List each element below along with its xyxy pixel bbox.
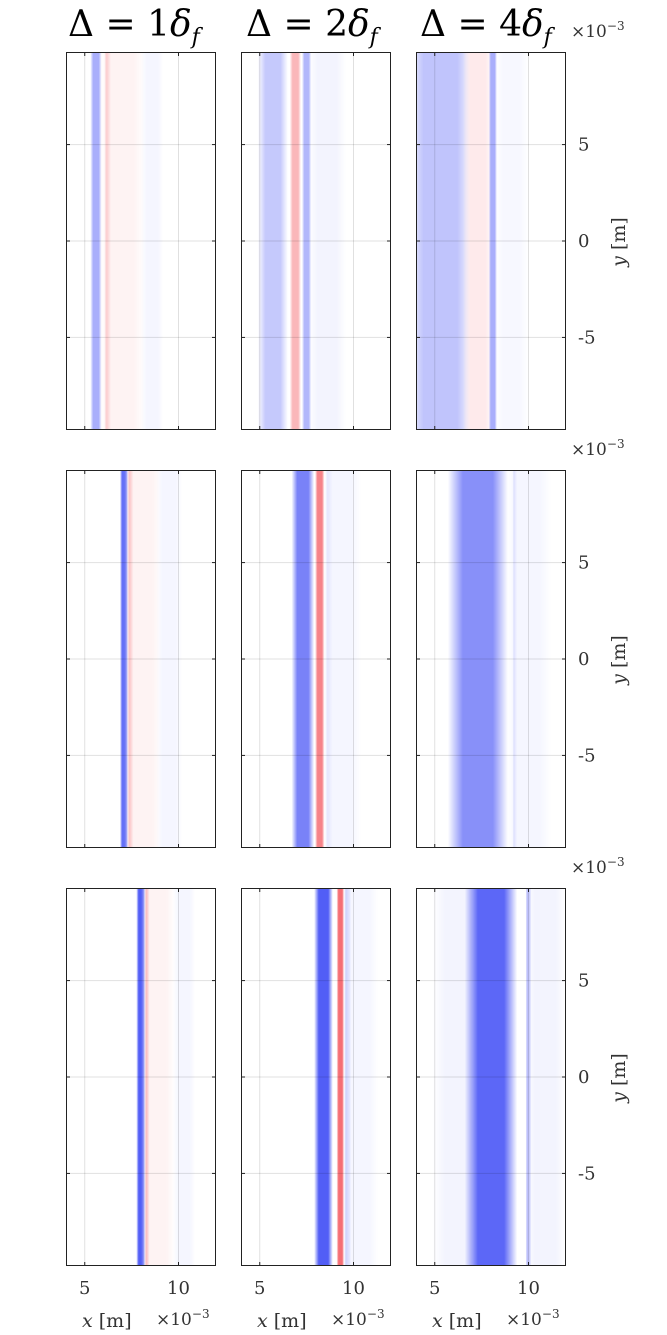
x-axis-label-col-2: x [m] [257,1310,307,1332]
x-axis-label-col-3: x [m] [432,1310,482,1332]
panel-r3-c1: 5 10 [66,888,216,1299]
x-tick-label: 10 [167,1278,190,1299]
y-axis-label-row-2: y [m] [608,635,630,686]
band-positive [315,470,325,848]
x-multiplier-col-3: ×10−3 [506,1307,560,1330]
band-positive [462,52,493,430]
band-negative [291,470,315,848]
x-tick-label: 10 [342,1278,365,1299]
y-tick-label: 0 [578,231,589,252]
band-negative [141,52,164,430]
x-axis-label-col-1: x [m] [82,1310,132,1332]
y-tick-label: 5 [578,553,589,574]
band-positive [99,52,145,430]
y-multiplier-row-1: ×10−3 [571,19,625,42]
column-title-1: Δ = 1δf [68,4,204,50]
y-tick-label: 5 [578,971,589,992]
panel-r2-c2 [241,470,391,848]
panel-r2-c1 [66,470,216,848]
panel-grid: 5 0 -5 5 0 -5 5 10 5 10 5 0 -5 5 10 [66,52,596,1299]
column-title-3: Δ = 4δf [420,4,556,50]
band-negative [506,470,551,848]
y-multiplier-row-3: ×10−3 [571,855,625,878]
panel-r3-c3: 5 0 -5 5 10 [416,888,596,1299]
band-negative [90,52,102,430]
x-tick-label: 5 [254,1278,265,1299]
band-negative [308,52,346,430]
band-negative [257,52,288,430]
panel-r3-c2: 5 10 [241,888,391,1299]
panel-r1-c3: 5 0 -5 [416,52,596,430]
x-multiplier-col-1: ×10−3 [156,1307,210,1330]
x-tick-label: 5 [79,1278,90,1299]
band-negative [447,470,508,848]
x-tick-label: 10 [517,1278,540,1299]
band-negative [301,52,312,430]
band-negative [494,52,529,430]
y-tick-label: -5 [578,1163,596,1184]
y-tick-label: -5 [578,745,596,766]
panel-r1-c1 [66,52,216,430]
band-negative [524,888,566,1266]
band-positive [124,470,162,848]
band-negative [314,888,333,1266]
y-tick-label: 0 [578,1067,589,1088]
band-negative [464,888,518,1266]
band-positive [141,888,175,1266]
x-multiplier-col-2: ×10−3 [331,1307,385,1330]
y-axis-label-row-1: y [m] [608,217,630,268]
panel-r1-c2 [241,52,391,430]
panel-r2-c3: 5 0 -5 [416,470,596,848]
y-axis-label-row-3: y [m] [608,1053,630,1104]
band-positive [336,888,345,1266]
x-tick-label: 5 [429,1278,440,1299]
band-negative [323,470,361,848]
y-tick-label: 0 [578,649,589,670]
y-tick-label: -5 [578,327,596,348]
y-tick-label: 5 [578,135,589,156]
band-positive [289,52,301,430]
y-multiplier-row-2: ×10−3 [571,437,625,460]
band-negative [172,888,196,1266]
band-negative [488,52,497,430]
column-title-2: Δ = 2δf [246,4,382,50]
band-negative [344,888,378,1266]
band-negative [156,470,183,848]
